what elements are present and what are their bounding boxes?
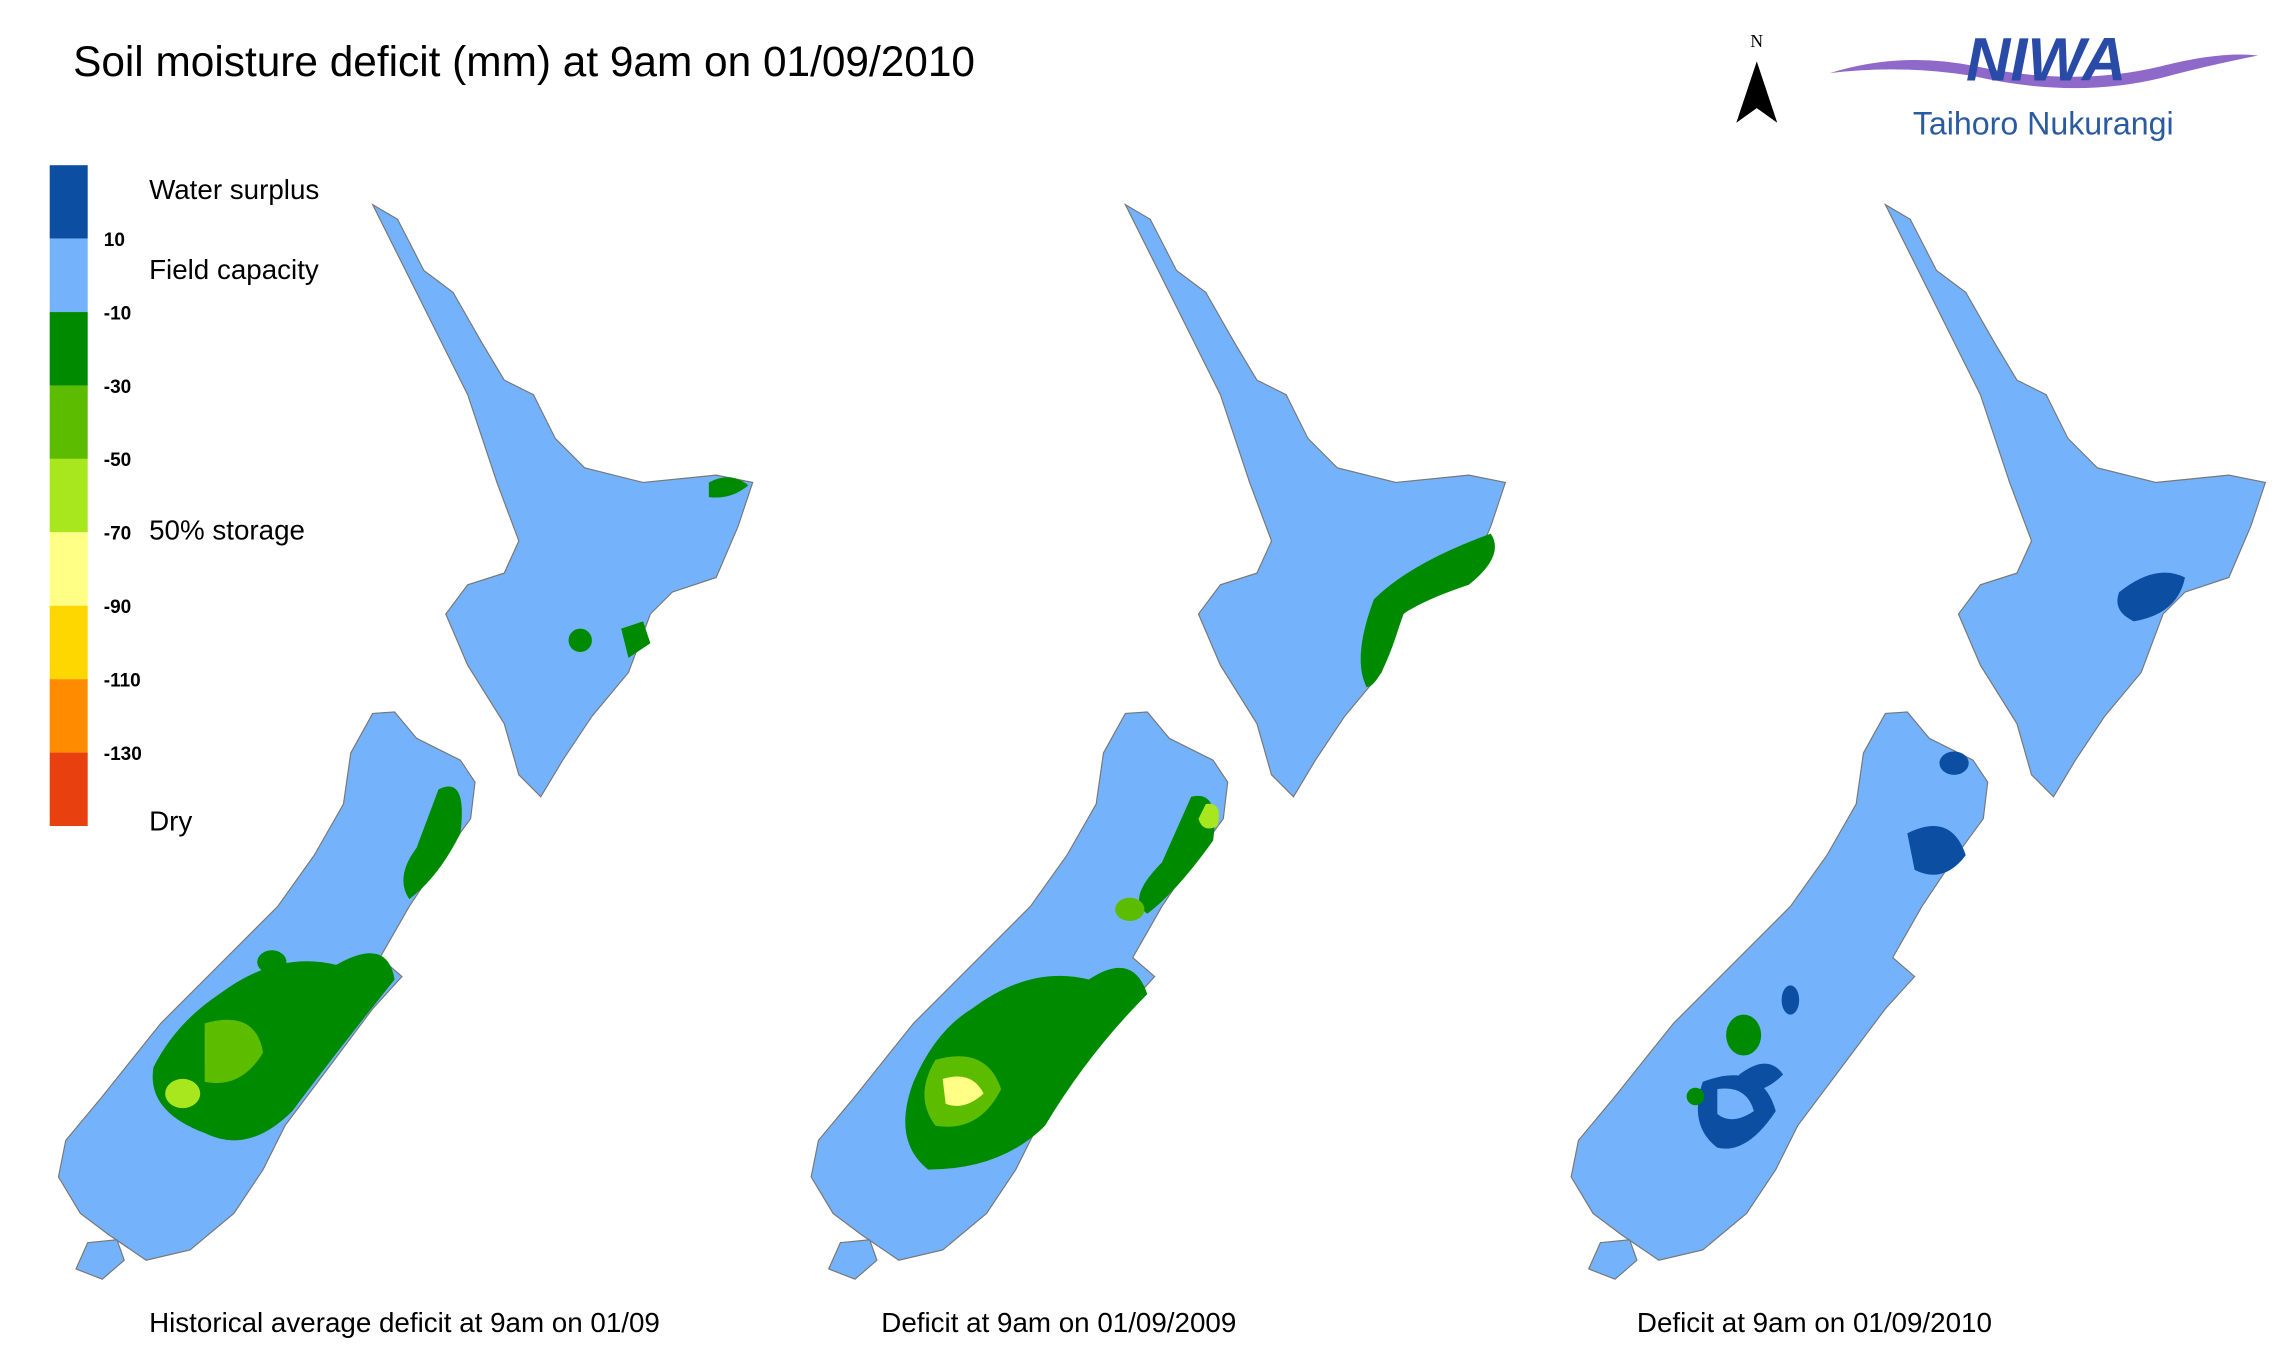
- map-2009: [810, 204, 1506, 1280]
- legend: 10 -10 -30 -50 -70 -90 -110 -130 Water surplus Fi…: [49, 165, 319, 836]
- legend-swatch: [49, 385, 88, 459]
- legend-tick: -30: [104, 377, 131, 398]
- legend-tick: 10: [104, 230, 125, 251]
- legend-swatch: [49, 679, 88, 753]
- legend-tick: -10: [104, 303, 131, 324]
- legend-label: Water surplus: [149, 174, 319, 205]
- legend-swatch: [49, 605, 88, 680]
- title: Soil moisture deficit (mm) at 9am on 01/…: [73, 38, 975, 85]
- map-2010: [1570, 204, 2266, 1280]
- caption: Historical average deficit at 9am on 01/…: [149, 1307, 660, 1338]
- legend-swatch: [49, 752, 88, 827]
- north-arrow: [1736, 61, 1778, 123]
- legend-swatch: [49, 458, 88, 533]
- legend-tick: -110: [104, 670, 141, 691]
- legend-tick: -50: [104, 450, 131, 471]
- map-historical: [57, 204, 754, 1280]
- logo-swoosh: [1829, 54, 2259, 89]
- north-label: N: [1750, 31, 1763, 51]
- legend-label: Field capacity: [149, 254, 319, 285]
- legend-swatch: [49, 165, 88, 239]
- legend-swatch: [49, 532, 88, 606]
- legend-label: Dry: [149, 805, 192, 836]
- legend-swatch: [49, 238, 88, 313]
- logo-name: NIWA: [1966, 25, 2126, 94]
- legend-label: 50% storage: [149, 514, 305, 545]
- logo-subtitle: Taihoro Nukurangi: [1913, 105, 2174, 141]
- caption: Deficit at 9am on 01/09/2010: [1637, 1307, 1992, 1338]
- caption: Deficit at 9am on 01/09/2009: [881, 1307, 1236, 1338]
- legend-swatch: [49, 312, 88, 386]
- legend-tick: -70: [104, 524, 131, 545]
- legend-tick: -130: [104, 744, 142, 765]
- legend-tick: -90: [104, 597, 131, 618]
